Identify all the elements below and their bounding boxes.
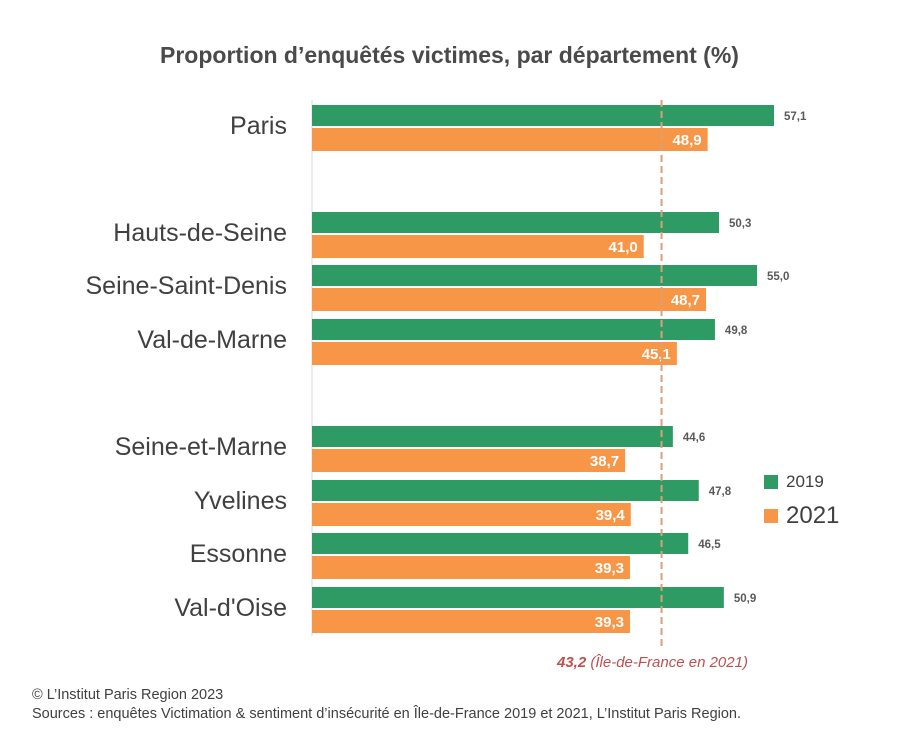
bar-2021-seine-saint-denis xyxy=(312,288,707,311)
reference-line-text: (Île-de-France en 2021) xyxy=(586,654,748,671)
data-label-2021-seine-saint-denis: 48,7 xyxy=(671,292,700,309)
bar-2019-yvelines xyxy=(312,480,699,501)
bar-2019-val-d-oise xyxy=(312,587,724,608)
data-label-2021-essonne: 39,3 xyxy=(595,560,624,577)
data-label-2019-yvelines: 47,8 xyxy=(709,486,732,498)
data-label-2019-val-d-oise: 50,9 xyxy=(734,593,756,605)
data-label-2019-seine-et-marne: 44,6 xyxy=(683,432,705,444)
bar-2021-paris xyxy=(312,128,708,151)
data-label-2019-paris: 57,1 xyxy=(784,111,807,123)
copyright-text: © L’Institut Paris Region 2023 xyxy=(32,687,224,703)
data-label-2021-val-d-oise: 39,3 xyxy=(595,614,624,631)
legend-item-2019: 2019 xyxy=(764,472,839,492)
reference-line-value: 43,2 xyxy=(556,654,587,671)
bar-2021-hauts-de-seine xyxy=(312,235,644,258)
legend-label-2019: 2019 xyxy=(786,472,824,491)
category-label-seine-et-marne: Seine-et-Marne xyxy=(115,433,287,461)
category-label-val-de-marne: Val-de-Marne xyxy=(137,326,287,354)
category-label-essonne: Essonne xyxy=(190,540,287,568)
bar-2019-hauts-de-seine xyxy=(312,212,719,233)
bar-2019-val-de-marne xyxy=(312,319,715,340)
bar-2019-seine-et-marne xyxy=(312,426,673,447)
bar-2021-essonne xyxy=(312,556,630,579)
data-label-2019-val-de-marne: 49,8 xyxy=(725,325,748,337)
bar-2019-paris xyxy=(312,105,774,126)
data-label-2021-yvelines: 39,4 xyxy=(596,507,626,524)
data-label-2019-essonne: 46,5 xyxy=(698,539,721,551)
legend-swatch-2019 xyxy=(764,475,778,489)
sources-text: Sources : enquêtes Victimation & sentime… xyxy=(32,706,742,722)
bar-2019-seine-saint-denis xyxy=(312,265,758,286)
data-label-2019-hauts-de-seine: 50,3 xyxy=(729,218,751,230)
legend-swatch-2021 xyxy=(764,509,778,523)
data-label-2021-val-de-marne: 45,1 xyxy=(642,346,671,363)
category-label-yvelines: Yvelines xyxy=(194,487,287,515)
data-label-2021-seine-et-marne: 38,7 xyxy=(590,453,619,470)
legend-label-2021: 2021 xyxy=(786,502,840,529)
reference-line-label: 43,2 (Île-de-France en 2021) xyxy=(556,654,748,671)
category-label-paris: Paris xyxy=(230,112,287,140)
bar-2021-yvelines xyxy=(312,503,631,526)
legend-item-2021: 2021 xyxy=(764,502,839,530)
data-label-2021-hauts-de-seine: 41,0 xyxy=(609,239,638,256)
data-label-2021-paris: 48,9 xyxy=(672,132,701,149)
chart-title: Proportion d’enquêtés victimes, par dépa… xyxy=(160,42,739,68)
chart-legend: 2019 2021 xyxy=(764,472,839,530)
category-label-val-d-oise: Val-d'Oise xyxy=(174,594,287,622)
chart-footer: © L’Institut Paris Region 2023 Sources :… xyxy=(32,686,741,724)
bar-2021-val-d-oise xyxy=(312,610,630,633)
category-label-hauts-de-seine: Hauts-de-Seine xyxy=(113,219,287,247)
bar-2019-essonne xyxy=(312,533,689,554)
bar-2021-seine-et-marne xyxy=(312,449,626,472)
data-label-2019-seine-saint-denis: 55,0 xyxy=(767,271,789,283)
category-label-seine-saint-denis: Seine-Saint-Denis xyxy=(86,272,288,300)
bar-2021-val-de-marne xyxy=(312,342,677,365)
